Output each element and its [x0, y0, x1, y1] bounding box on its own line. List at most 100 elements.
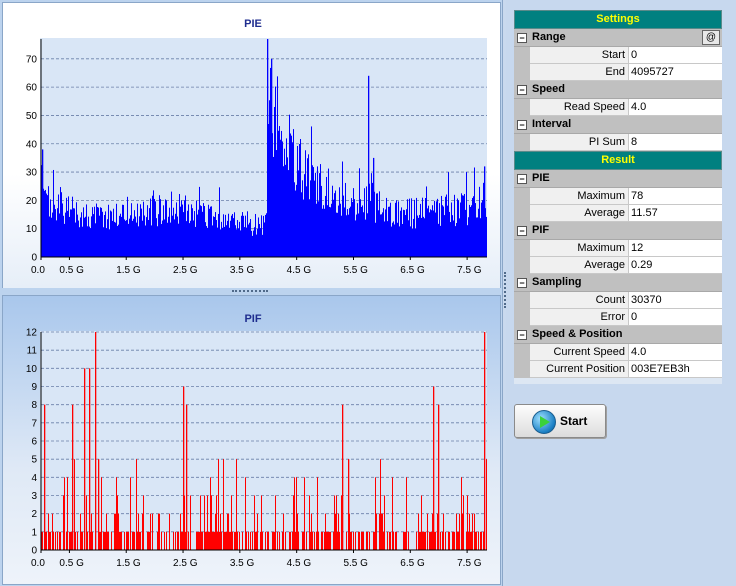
- pif-bar: [353, 531, 354, 550]
- pie-bar: [305, 150, 306, 257]
- x-tick-label: 1.5 G: [116, 265, 141, 276]
- pie-bar: [80, 217, 81, 257]
- end-field[interactable]: 4095727: [629, 64, 722, 81]
- pie-bar: [371, 173, 372, 257]
- pif-bar: [329, 531, 330, 550]
- pie-bar: [198, 209, 199, 257]
- vertical-grip-icon[interactable]: [504, 272, 508, 308]
- pif-bar: [427, 513, 428, 550]
- pif-bar: [333, 531, 334, 550]
- pif-bar: [235, 531, 236, 550]
- pie-bar: [400, 210, 401, 257]
- splitter-grip-icon[interactable]: [232, 290, 268, 294]
- pie-bar: [160, 199, 161, 257]
- y-tick-label: 0: [31, 546, 37, 557]
- pie-bar: [387, 221, 388, 257]
- category-speed[interactable]: − Speed: [514, 81, 722, 99]
- pif-bar: [80, 513, 81, 550]
- pie-bar: [114, 221, 115, 257]
- pie-bar: [99, 215, 100, 257]
- pie-bar: [172, 215, 173, 257]
- pif-bar: [418, 513, 419, 550]
- vertical-splitter[interactable]: [502, 0, 507, 586]
- read-speed-field[interactable]: 4.0: [629, 99, 722, 116]
- property-row: Read Speed 4.0: [514, 99, 722, 116]
- pif-bar: [408, 531, 409, 550]
- category-range[interactable]: − Range @: [514, 29, 722, 47]
- y-tick-label: 6: [31, 437, 37, 448]
- pif-bar: [437, 513, 438, 550]
- x-tick-label: 0.0: [31, 265, 45, 276]
- category-pie[interactable]: − PIE: [514, 170, 722, 188]
- pie-bar: [297, 145, 298, 257]
- pif-bar: [351, 531, 352, 550]
- pie-bar: [398, 201, 399, 257]
- pie-bar: [163, 205, 164, 257]
- horizontal-splitter[interactable]: [0, 288, 502, 294]
- pie-bar: [399, 226, 400, 257]
- category-speed-position[interactable]: − Speed & Position: [514, 326, 722, 344]
- pie-bar: [51, 217, 52, 257]
- pi-sum-field[interactable]: 8: [629, 134, 722, 151]
- pie-bar: [338, 205, 339, 257]
- start-field[interactable]: 0: [629, 47, 722, 64]
- collapse-icon[interactable]: −: [517, 33, 527, 43]
- pie-bar: [474, 167, 475, 257]
- pie-bar: [206, 226, 207, 257]
- category-interval[interactable]: − Interval: [514, 116, 722, 134]
- pif-bar: [205, 531, 206, 550]
- pie-bar: [449, 211, 450, 257]
- at-button[interactable]: @: [702, 30, 720, 45]
- properties-pane: Settings − Range @ Start 0 End 4095727 −…: [506, 0, 736, 586]
- pif-bar: [419, 531, 420, 550]
- pie-bar: [241, 215, 242, 257]
- pie-bar: [133, 218, 134, 257]
- property-name: Maximum: [530, 188, 629, 205]
- y-tick-label: 8: [31, 400, 37, 411]
- category-label: Interval: [532, 118, 572, 130]
- category-sampling[interactable]: − Sampling: [514, 274, 722, 292]
- pif-bar: [445, 531, 446, 550]
- collapse-icon[interactable]: −: [517, 330, 527, 340]
- collapse-icon[interactable]: −: [517, 174, 527, 184]
- x-tick-label: 7.5 G: [457, 265, 482, 276]
- pif-bar: [470, 531, 471, 550]
- pie-bar: [444, 215, 445, 257]
- pie-bar: [165, 199, 166, 257]
- pie-bar: [273, 156, 274, 257]
- pie-bar: [129, 218, 130, 257]
- pif-bar: [132, 531, 133, 550]
- pif-bar: [403, 531, 404, 550]
- pie-bar: [276, 150, 277, 257]
- pie-bar: [367, 213, 368, 257]
- collapse-icon[interactable]: −: [517, 226, 527, 236]
- pif-bar: [139, 531, 140, 550]
- pie-bar: [103, 227, 104, 257]
- pie-bar: [291, 135, 292, 257]
- pif-bar: [367, 531, 368, 550]
- collapse-icon[interactable]: −: [517, 120, 527, 130]
- pif-bar: [104, 531, 105, 550]
- pie-bar: [145, 225, 146, 257]
- collapse-icon[interactable]: −: [517, 85, 527, 95]
- pie-bar: [87, 226, 88, 257]
- pie-bar: [459, 218, 460, 257]
- pif-bar: [46, 531, 47, 550]
- pif-bar: [118, 513, 119, 550]
- category-pif[interactable]: − PIF: [514, 222, 722, 240]
- pif-bar: [290, 531, 291, 550]
- pif-bar: [382, 513, 383, 550]
- pie-bar: [150, 198, 151, 257]
- pie-bar: [362, 205, 363, 257]
- pif-bar: [346, 531, 347, 550]
- pie-bar: [204, 206, 205, 257]
- pie-bar: [284, 148, 285, 257]
- collapse-icon[interactable]: −: [517, 278, 527, 288]
- property-row: Average 0.29: [514, 257, 722, 274]
- pie-bar: [143, 201, 144, 257]
- pie-bar: [374, 191, 375, 257]
- pif-bar: [224, 531, 225, 550]
- pif-bar: [481, 531, 482, 550]
- start-button[interactable]: Start: [514, 404, 606, 438]
- pie-bar: [321, 185, 322, 257]
